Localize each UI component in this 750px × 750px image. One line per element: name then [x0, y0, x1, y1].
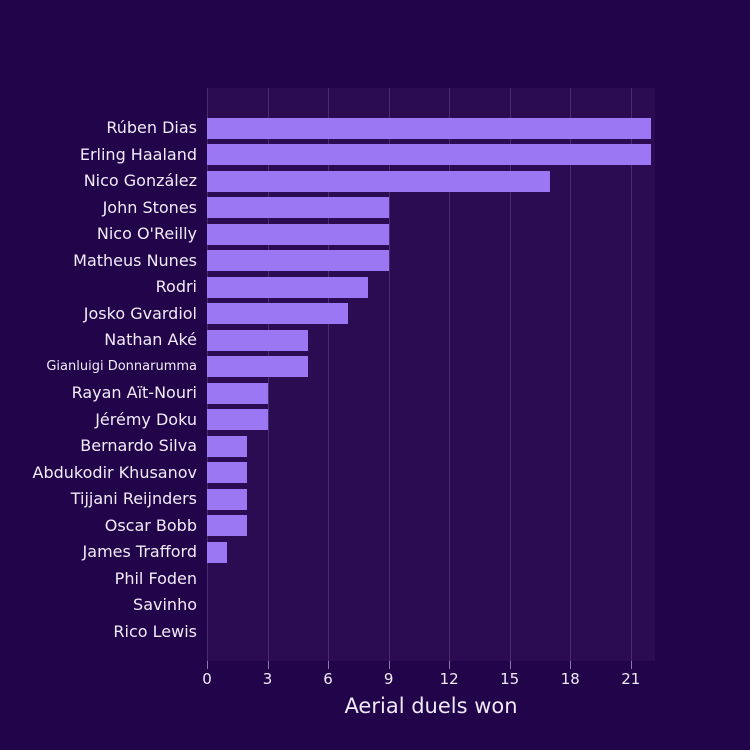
player-label: Bernardo Silva — [80, 436, 197, 455]
player-label: James Trafford — [82, 542, 197, 561]
gridline — [388, 88, 390, 661]
bar-nico-o-reilly — [207, 223, 389, 245]
bar-nico-gonz-lez — [207, 170, 551, 192]
x-tick-label: 3 — [262, 670, 273, 688]
bar-rayan-a-t-nouri — [207, 382, 268, 404]
player-label: Rico Lewis — [113, 621, 197, 641]
x-axis-label: Aerial duels won — [344, 694, 518, 718]
gridline — [449, 88, 451, 661]
gridline — [570, 88, 572, 661]
player-label: Oscar Bobb — [104, 515, 197, 535]
player-label: Rayan Aït-Nouri — [71, 383, 197, 402]
bar-tijjani-reijnders — [207, 488, 248, 510]
player-label: Matheus Nunes — [73, 250, 197, 270]
x-tick-mark — [449, 661, 451, 669]
bar-rodri — [207, 276, 369, 298]
bar-matheus-nunes — [207, 250, 389, 271]
bar-abdukodir-khusanov — [207, 462, 248, 483]
x-tick-label: 21 — [621, 670, 641, 688]
x-tick-mark — [509, 661, 511, 669]
bar-oscar-bobb — [207, 515, 248, 536]
player-label: John Stones — [102, 197, 197, 217]
gridline — [328, 88, 330, 661]
player-label: Gianluigi Donnarumma — [46, 358, 197, 374]
player-label: Erling Haaland — [79, 144, 197, 164]
player-label: Abdukodir Khusanov — [32, 462, 197, 482]
bar-erling-haaland — [207, 144, 651, 165]
x-tick-mark — [570, 661, 572, 669]
bar-bernardo-silva — [207, 435, 248, 457]
bar-r-ben-dias — [207, 117, 651, 139]
x-tick-label: 15 — [500, 670, 520, 688]
player-label: Phil Foden — [114, 568, 197, 588]
x-tick-label: 0 — [202, 670, 212, 688]
player-label: Jérémy Doku — [95, 409, 197, 429]
gridline — [630, 88, 632, 661]
x-tick-mark — [328, 661, 330, 669]
bar-john-stones — [207, 197, 389, 218]
player-label: Nathan Aké — [104, 330, 197, 349]
x-tick-mark — [207, 661, 208, 669]
bar-nathan-ak- — [207, 329, 308, 351]
x-tick-label: 6 — [323, 670, 333, 688]
plot-area — [207, 88, 655, 661]
player-label: Rúben Dias — [106, 118, 197, 137]
bar-josko-gvardiol — [207, 303, 349, 324]
player-label: Tijjani Reijnders — [70, 489, 197, 508]
x-tick-mark — [267, 661, 269, 669]
player-label: Rodri — [155, 277, 197, 296]
player-label: Nico O'Reilly — [96, 224, 197, 243]
bar-james-trafford — [207, 541, 228, 563]
bar-gianluigi-donnarumma — [207, 356, 308, 377]
bar-j-r-my-doku — [207, 409, 268, 430]
x-tick-mark — [630, 661, 632, 669]
player-label: Nico González — [83, 171, 197, 190]
player-label: Savinho — [133, 595, 197, 614]
x-tick-label: 9 — [383, 670, 394, 688]
x-tick-mark — [388, 661, 390, 669]
player-label: Josko Gvardiol — [83, 303, 197, 323]
x-tick-label: 12 — [439, 670, 459, 688]
x-tick-label: 18 — [560, 670, 580, 688]
gridline — [509, 88, 511, 661]
